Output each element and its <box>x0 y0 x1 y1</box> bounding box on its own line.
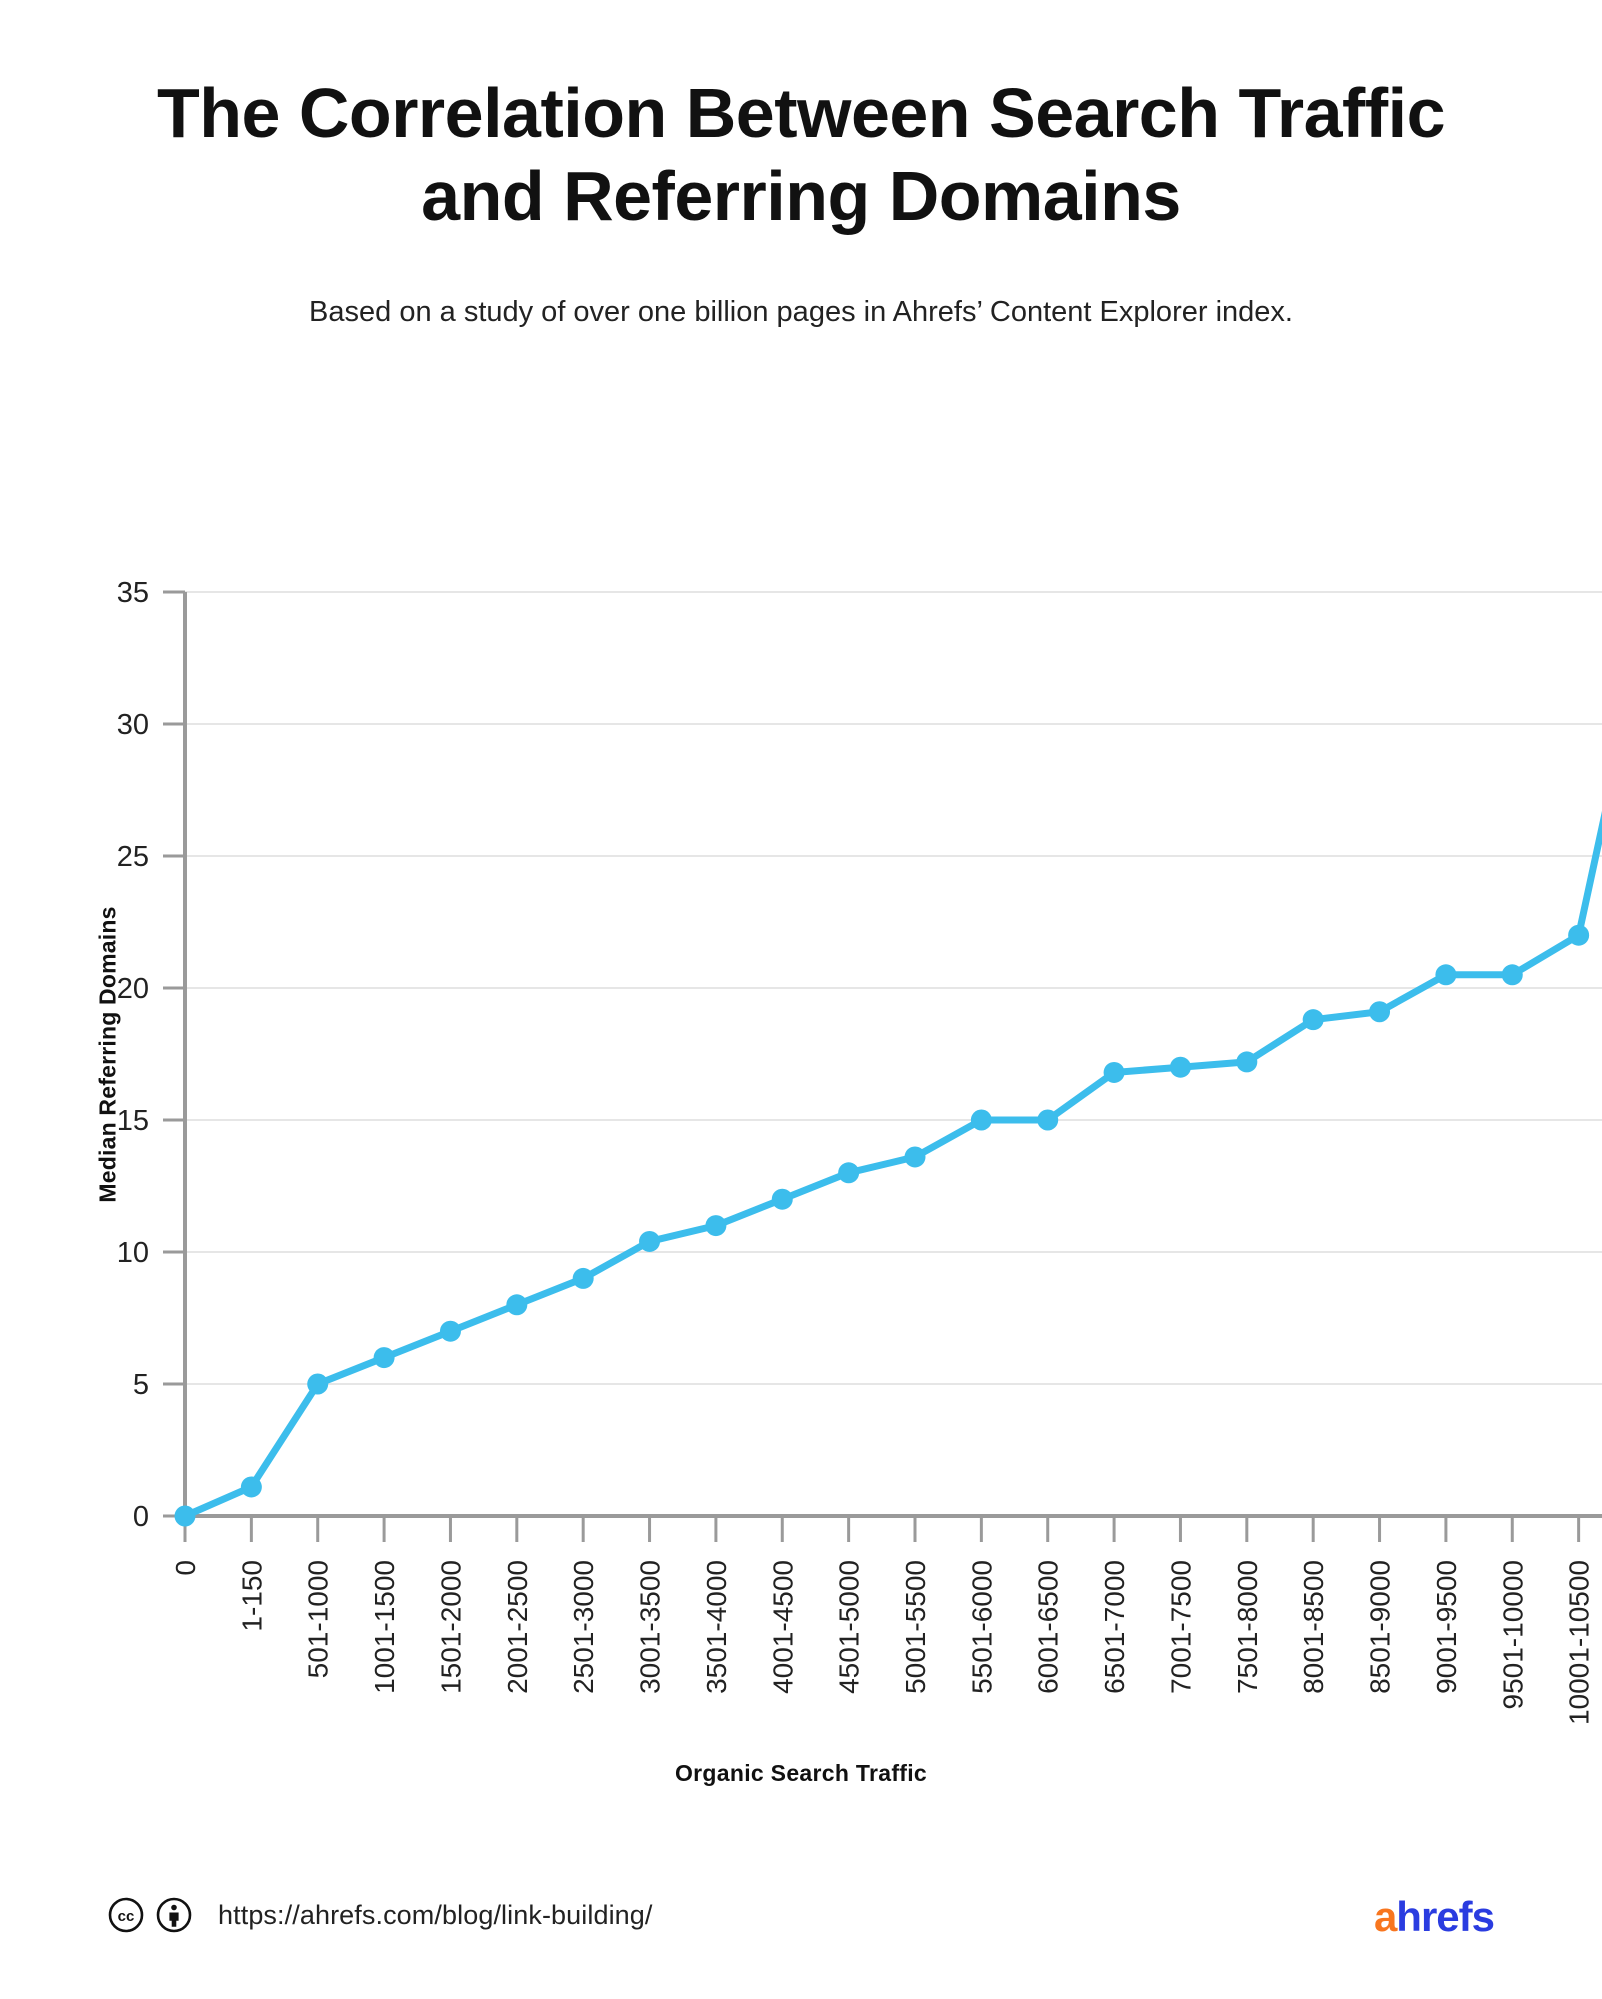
data-point[interactable] <box>705 1215 727 1237</box>
data-point[interactable] <box>174 1505 196 1527</box>
x-tick-label: 7501-8000 <box>1232 1560 1263 1694</box>
data-point[interactable] <box>1369 1001 1391 1023</box>
x-tick-label: 1001-1500 <box>369 1560 400 1694</box>
chart-subtitle: Based on a study of over one billion pag… <box>309 296 1293 329</box>
data-line <box>181 810 1602 1520</box>
footer: cc https://ahrefs.com/blog/link-building… <box>0 1849 1602 1999</box>
data-point[interactable] <box>970 1109 992 1131</box>
gridlines <box>185 591 1602 1385</box>
x-tick-label: 9501-10000 <box>1497 1560 1528 1709</box>
svg-text:cc: cc <box>118 1908 135 1925</box>
data-point[interactable] <box>572 1267 594 1289</box>
x-tick-label: 8501-9000 <box>1365 1560 1396 1694</box>
license-icons: cc <box>108 1897 192 1933</box>
x-tick-label: 1501-2000 <box>435 1560 466 1694</box>
x-tick-label: 6001-6500 <box>1033 1560 1064 1694</box>
data-point[interactable] <box>307 1373 329 1395</box>
creative-commons-icon: cc <box>108 1897 144 1933</box>
x-tick-label: 501-1000 <box>303 1560 334 1678</box>
x-tick-label: 1-150 <box>236 1560 267 1632</box>
x-tick-label: 5001-5500 <box>900 1560 931 1694</box>
x-tick-label: 3001-3500 <box>635 1560 666 1694</box>
data-point[interactable] <box>439 1320 461 1342</box>
x-tick-label: 10001-10500 <box>1564 1560 1595 1725</box>
y-tick-label: 0 <box>133 1501 149 1533</box>
x-axis-title-label: Organic Search Traffic <box>674 1760 928 1786</box>
y-axis-title-label: Median Referring Domains <box>94 905 121 1203</box>
data-point[interactable] <box>1236 1051 1258 1073</box>
data-point[interactable] <box>904 1146 926 1168</box>
chart-header: The Correlation Between Search Traffic a… <box>0 0 1602 332</box>
data-point[interactable] <box>240 1476 262 1498</box>
ahrefs-logo[interactable]: ahrefs <box>1373 1893 1495 1941</box>
y-axis-title: Median Referring Domains <box>78 754 138 1354</box>
x-axis-title: Organic Search Traffic <box>0 1760 1602 1787</box>
data-point[interactable] <box>1501 964 1523 986</box>
x-tick-label: 7001-7500 <box>1165 1560 1196 1694</box>
footer-license-block: cc https://ahrefs.com/blog/link-building… <box>108 1897 653 1933</box>
y-tick-label: 5 <box>133 1369 149 1401</box>
y-tick-label: 30 <box>117 709 149 741</box>
data-point[interactable] <box>639 1230 661 1252</box>
data-points <box>174 924 1590 1527</box>
source-url[interactable]: https://ahrefs.com/blog/link-building/ <box>218 1899 653 1930</box>
data-point[interactable] <box>1103 1061 1125 1083</box>
x-tick-label: 6501-7000 <box>1099 1560 1130 1694</box>
data-point[interactable] <box>771 1188 793 1210</box>
data-point[interactable] <box>506 1294 528 1316</box>
x-tick-label: 4501-5000 <box>834 1560 865 1694</box>
page-title: The Correlation Between Search Traffic a… <box>156 74 1446 235</box>
x-tick-label: 4001-4500 <box>767 1560 798 1694</box>
ahrefs-logo-accent: a <box>1373 1893 1397 1940</box>
x-tick-label: 5501-6000 <box>966 1560 997 1694</box>
y-tick-label: 35 <box>117 577 149 609</box>
x-tick-label: 2001-2500 <box>502 1560 533 1694</box>
x-tick-label: 9001-9500 <box>1431 1560 1462 1694</box>
ahrefs-logo-text: hrefs <box>1396 1893 1495 1940</box>
data-point[interactable] <box>373 1347 395 1369</box>
data-point[interactable] <box>1435 964 1457 986</box>
data-point[interactable] <box>838 1162 860 1184</box>
x-tick-label: 0 <box>170 1560 201 1576</box>
data-point[interactable] <box>1037 1109 1059 1131</box>
data-point[interactable] <box>1169 1056 1191 1078</box>
x-tick-label: 3501-4000 <box>701 1560 732 1694</box>
creative-commons-attribution-icon <box>156 1897 192 1933</box>
data-point[interactable] <box>1568 924 1590 946</box>
x-tick-label: 2501-3000 <box>568 1560 599 1694</box>
x-tick-label: 8001-8500 <box>1298 1560 1329 1694</box>
x-axis-ticks: 0 1-150 501-1000 1001-1500 1501-2000 2001-250… <box>170 1516 1595 1725</box>
data-point[interactable] <box>1302 1009 1324 1031</box>
